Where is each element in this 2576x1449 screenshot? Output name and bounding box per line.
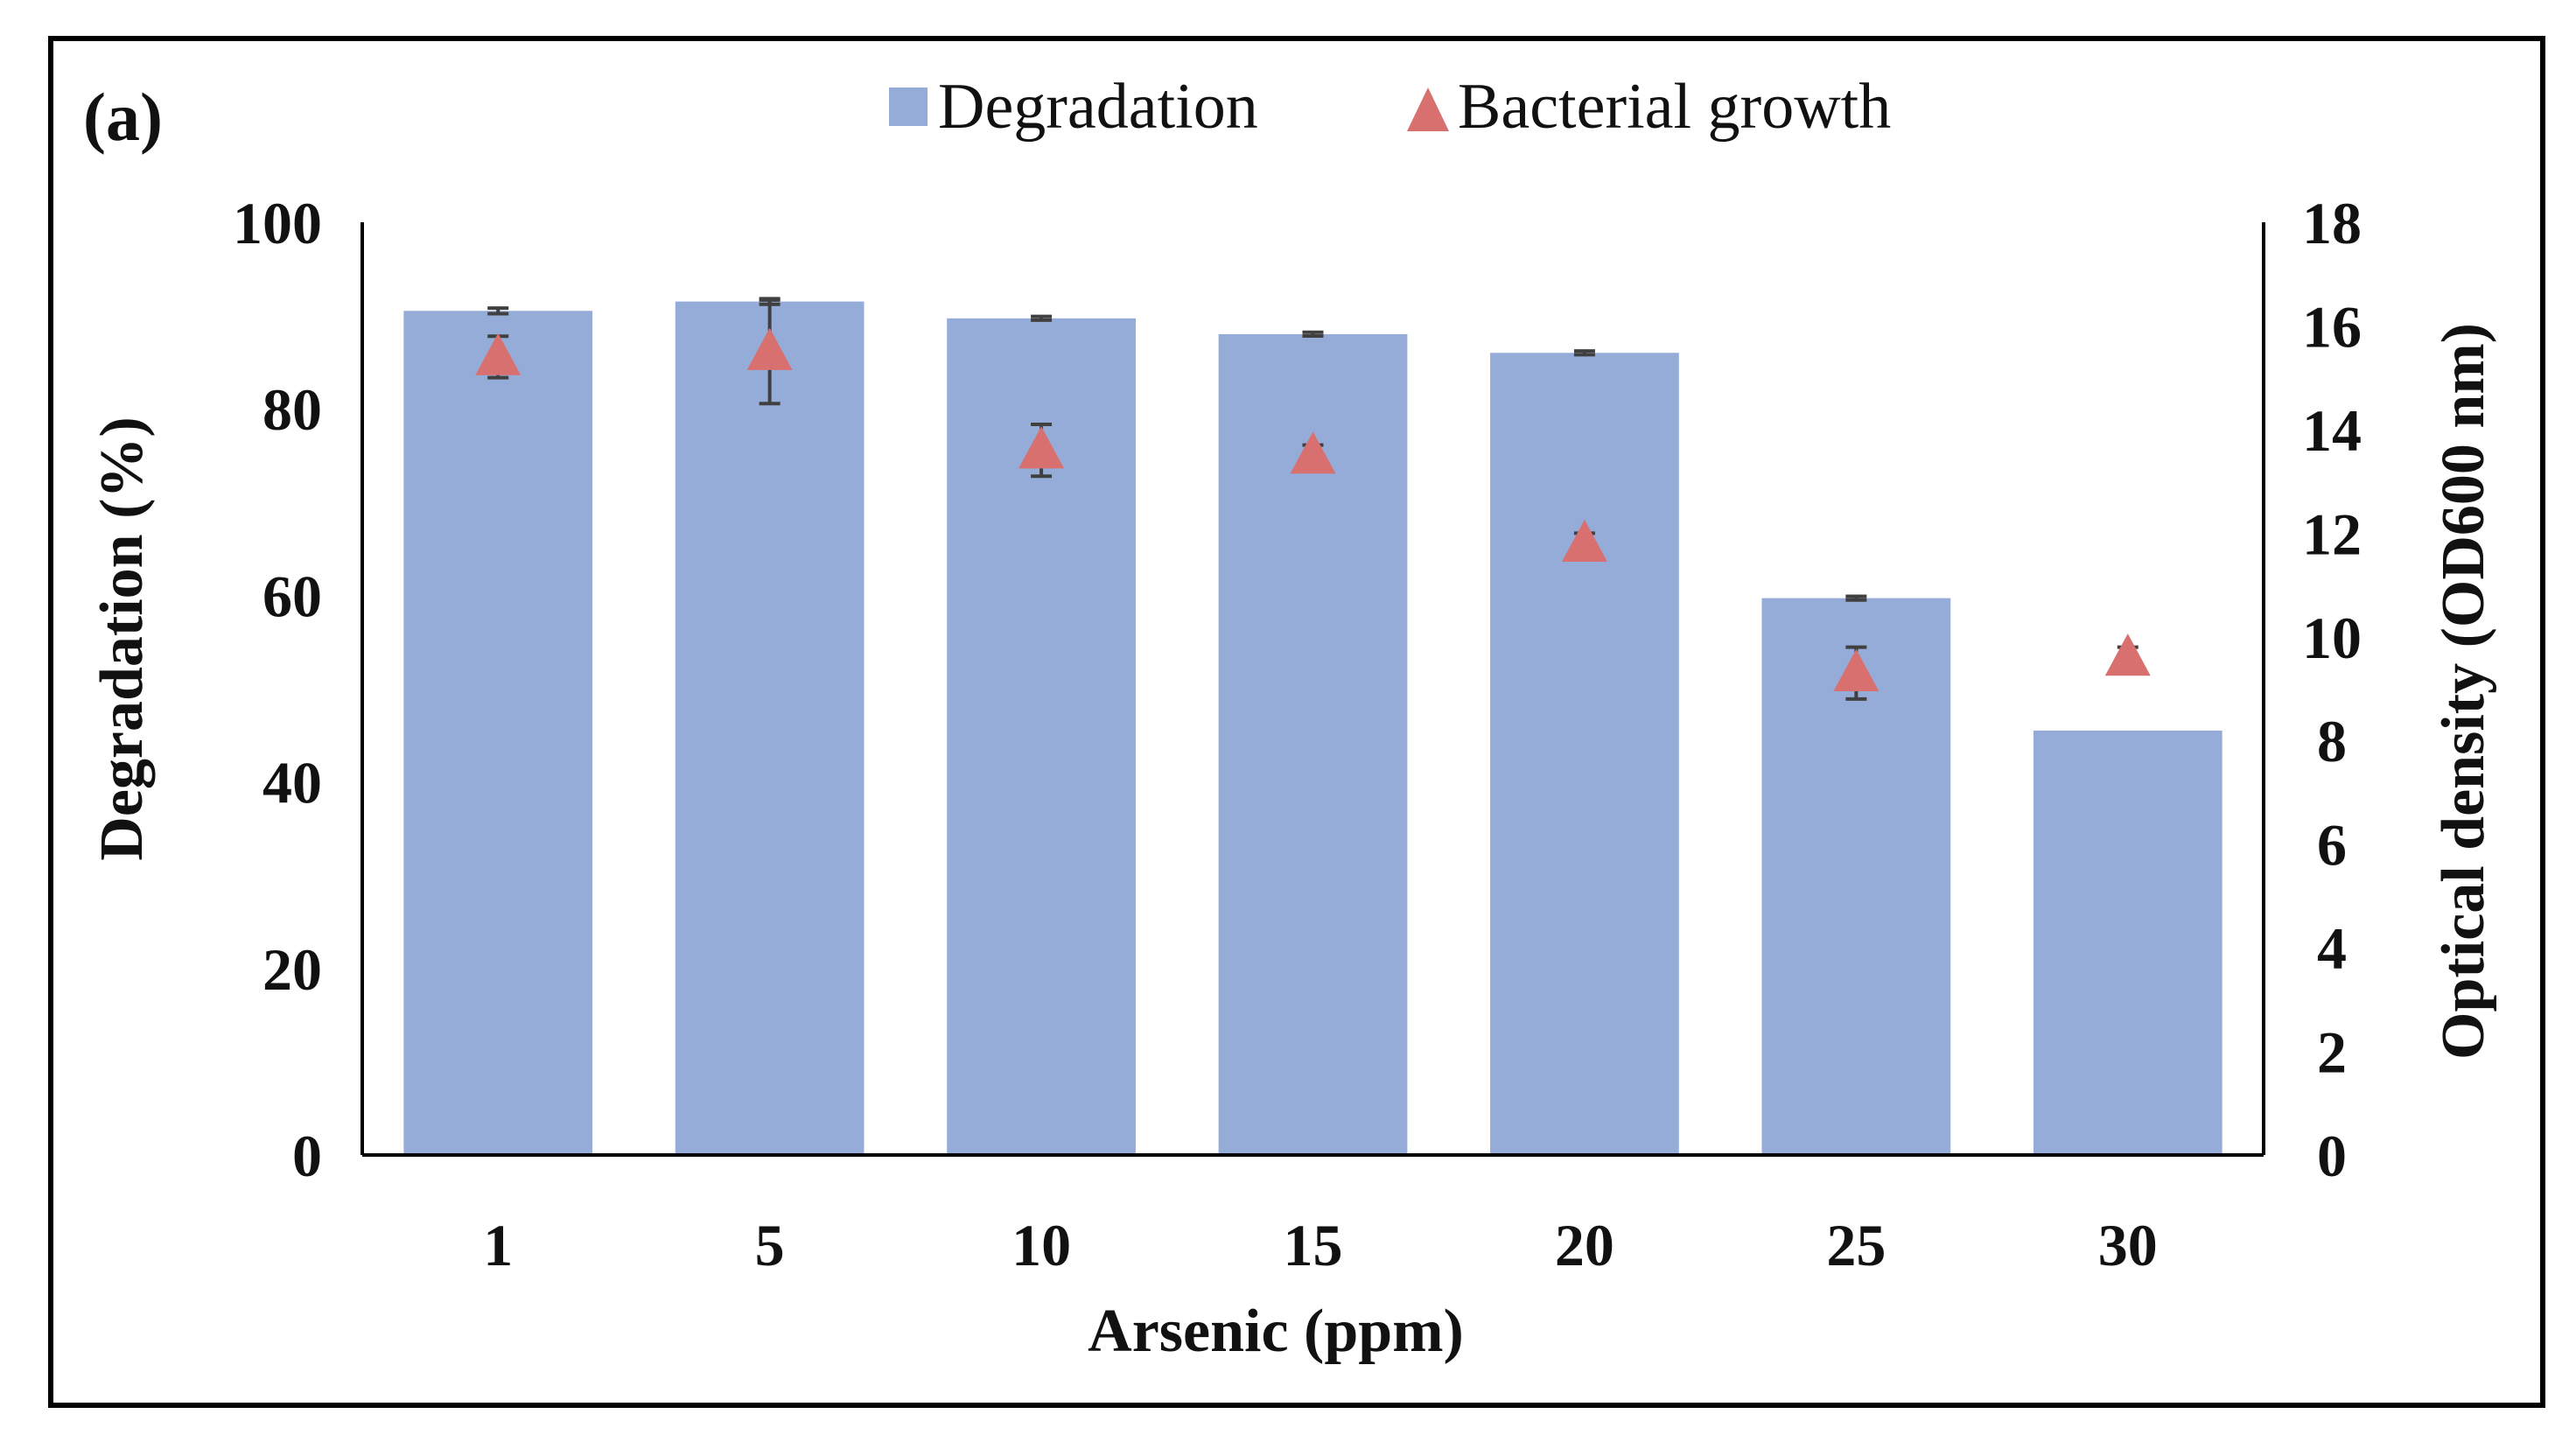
y2-axis-title: Optical density (OD600 nm) <box>2430 323 2497 1060</box>
error-bar-degradation-1 <box>487 306 509 316</box>
x-tick-label: 1 <box>483 1212 513 1278</box>
y-tick-label: 100 <box>233 190 322 256</box>
y2-tick-label: 8 <box>2317 708 2347 774</box>
y2-tick-label: 16 <box>2302 293 2362 360</box>
axes-layer <box>360 222 2265 1157</box>
y2-tick-label: 6 <box>2317 812 2347 878</box>
marker-bacterial-growth-1 <box>475 332 522 375</box>
y2-tick-label: 12 <box>2302 500 2362 567</box>
y-tick-label: 40 <box>262 750 322 816</box>
x-tick-label: 10 <box>1012 1212 1071 1278</box>
y-tick-label: 0 <box>292 1123 322 1189</box>
x-tick-label: 30 <box>2098 1212 2158 1278</box>
y2-tick-label: 4 <box>2317 915 2347 982</box>
bar-degradation-5 <box>675 301 864 1155</box>
x-tick-label: 20 <box>1555 1212 1614 1278</box>
bar-degradation-1 <box>403 311 593 1155</box>
y2-tick-label: 2 <box>2317 1019 2347 1086</box>
y2-tick-label: 10 <box>2302 605 2362 671</box>
y2-tick-label: 18 <box>2302 190 2362 256</box>
marker-bacterial-growth-5 <box>746 327 793 370</box>
bar-degradation-20 <box>1490 353 1679 1155</box>
panel-label: (a) <box>83 79 163 155</box>
y2-tick-label: 14 <box>2302 397 2362 464</box>
legend-label-bacterial-growth: Bacterial growth <box>1458 71 1891 143</box>
error-bar-degradation-25 <box>1845 594 1867 602</box>
y2-tick-label: 0 <box>2317 1123 2347 1189</box>
y-tick-label: 20 <box>262 936 322 1003</box>
marker-bacterial-growth-20 <box>1561 519 1607 562</box>
x-tick-label: 5 <box>755 1212 785 1278</box>
legend: Degradation Bacterial growth <box>889 71 1891 143</box>
marker-bacterial-growth-15 <box>1290 431 1336 474</box>
x-axis-title: Arsenic (ppm) <box>1088 1298 1464 1365</box>
error-bar-degradation-20 <box>1573 349 1595 357</box>
bar-degradation-30 <box>2033 730 2222 1155</box>
y-tick-label: 60 <box>262 563 322 629</box>
x-tick-label: 15 <box>1284 1212 1343 1278</box>
marker-bacterial-growth-25 <box>1833 648 1880 692</box>
legend-swatch-bacterial-growth <box>1407 88 1449 131</box>
legend-label-degradation: Degradation <box>938 71 1258 143</box>
error-bar-degradation-10 <box>1031 314 1053 322</box>
bars-layer <box>403 297 2222 1156</box>
y-axis-title: Degradation (%) <box>88 416 156 860</box>
markers-layer <box>475 298 2151 701</box>
y-tick-label: 80 <box>262 376 322 443</box>
marker-bacterial-growth-30 <box>2104 634 2151 676</box>
x-tick-label: 25 <box>1826 1212 1886 1278</box>
marker-bacterial-growth-10 <box>1018 426 1065 469</box>
legend-swatch-degradation <box>889 88 928 126</box>
error-bar-degradation-15 <box>1302 330 1324 339</box>
